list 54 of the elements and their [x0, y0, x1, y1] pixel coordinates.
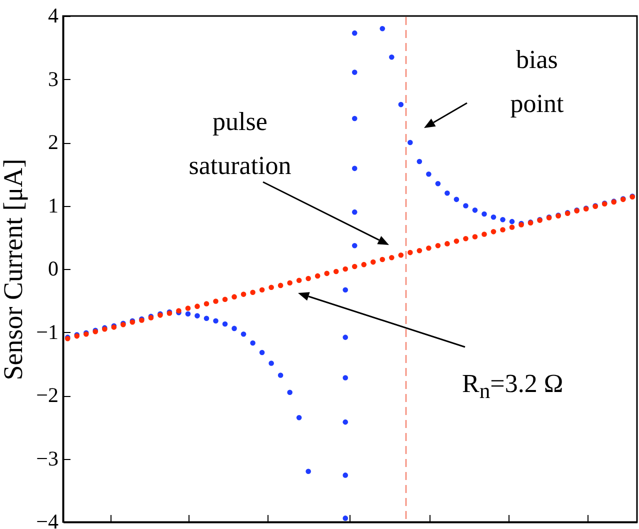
point — [398, 102, 404, 108]
point — [222, 321, 228, 327]
point — [194, 313, 200, 318]
point — [408, 140, 413, 146]
point — [426, 171, 432, 177]
point — [342, 334, 348, 340]
point — [259, 350, 265, 356]
point — [232, 326, 237, 332]
annotation: R$_{n}$=3.2 Ω — [462, 368, 564, 406]
point — [389, 54, 394, 60]
y-tick-label: 2 — [48, 130, 58, 154]
point — [342, 287, 348, 293]
point — [287, 390, 292, 395]
point — [342, 375, 348, 380]
y-tick-label: −3 — [36, 446, 58, 470]
point — [352, 166, 358, 172]
y-tick-label: 0 — [48, 256, 58, 280]
annotation: pulse saturation — [188, 106, 292, 182]
point — [278, 372, 284, 378]
point — [268, 360, 274, 366]
point — [352, 209, 358, 215]
point — [435, 180, 441, 186]
annotation: bias point — [509, 44, 565, 120]
point — [240, 332, 246, 337]
point — [204, 316, 210, 321]
point — [306, 468, 311, 474]
point — [185, 311, 191, 317]
point — [500, 217, 506, 222]
y-tick-label: −1 — [36, 320, 58, 344]
point — [416, 158, 422, 164]
point — [352, 70, 358, 75]
y-tick-label: 3 — [48, 66, 58, 91]
point — [342, 419, 348, 425]
y-tick-label: 4 — [48, 4, 59, 28]
point — [352, 242, 358, 248]
point — [250, 340, 256, 346]
point — [482, 211, 487, 217]
y-tick-label: 1 — [48, 193, 58, 218]
point — [444, 190, 450, 196]
point — [380, 26, 386, 32]
point — [342, 516, 348, 521]
point — [472, 208, 478, 213]
y-axis-title: Sensor Current [μA] — [0, 158, 28, 380]
point — [213, 318, 218, 324]
point — [352, 30, 358, 36]
y-tick-label: −2 — [36, 383, 58, 407]
point — [490, 214, 496, 220]
point — [342, 472, 348, 478]
point — [454, 196, 460, 202]
point — [296, 414, 302, 420]
point — [509, 218, 515, 224]
point — [463, 203, 468, 208]
y-tick-label: −4 — [36, 510, 59, 529]
point — [352, 116, 358, 122]
